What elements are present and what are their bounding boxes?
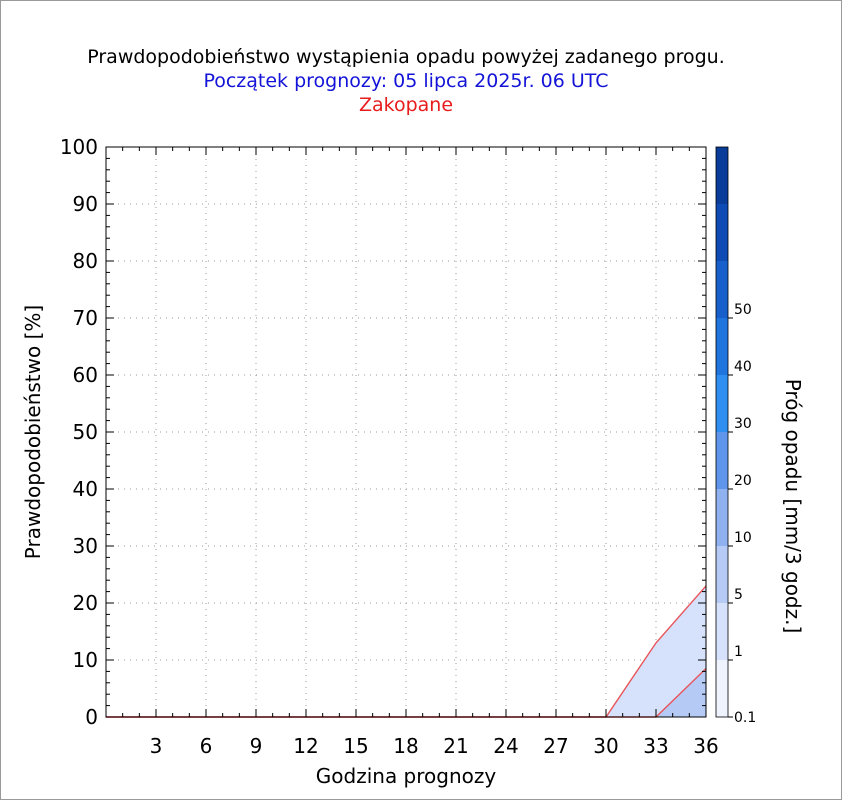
colorbar-level-label: 1	[734, 644, 743, 660]
chart-subtitle: Początek prognozy: 05 lipca 2025r. 06 UT…	[203, 70, 608, 92]
colorbar: 0.1 1 5 10 20 30 40 50	[715, 146, 756, 726]
colorbar-level-label: 0.1	[734, 710, 756, 726]
x-tick-label: 21	[443, 734, 468, 758]
x-tick-label: 12	[293, 734, 318, 758]
colorbar-level-label: 30	[734, 416, 752, 432]
colorbar-label: Próg opadu [mm/3 godz.]	[781, 379, 805, 634]
y-tick-label: 70	[73, 306, 98, 330]
y-tick-label: 20	[73, 591, 98, 615]
grid	[106, 147, 706, 717]
y-tick-label: 90	[73, 192, 98, 216]
y-tick-label: 30	[73, 534, 98, 558]
colorbar-level-label: 50	[734, 302, 752, 318]
colorbar-level-label: 40	[734, 359, 752, 375]
colorbar-segment	[716, 147, 728, 204]
colorbar-segment	[716, 546, 728, 603]
chart-location: Zakopane	[359, 94, 453, 116]
y-tick-label: 40	[73, 477, 98, 501]
colorbar-segment	[716, 375, 728, 432]
y-tick-label: 80	[73, 249, 98, 273]
x-tick-label: 18	[393, 734, 418, 758]
y-tick-label: 50	[73, 420, 98, 444]
x-axis-label: Godzina prognozy	[316, 764, 497, 788]
colorbar-segment	[716, 660, 728, 717]
x-tick-label: 9	[250, 734, 263, 758]
x-tick-label: 6	[200, 734, 213, 758]
colorbar-level-label: 10	[734, 530, 752, 546]
x-tick-label: 36	[693, 734, 718, 758]
x-tick-label: 3	[150, 734, 163, 758]
y-tick-label: 0	[85, 705, 98, 729]
series-area-0.1	[106, 585, 706, 717]
colorbar-segment	[716, 489, 728, 546]
x-tick-label: 27	[543, 734, 568, 758]
x-tick-label: 24	[493, 734, 518, 758]
y-tick-label: 60	[73, 363, 98, 387]
y-axis-label: Prawdopodobieństwo [%]	[21, 305, 45, 559]
x-tick-label: 30	[593, 734, 618, 758]
chart-title: Prawdopodobieństwo wystąpienia opadu pow…	[87, 46, 725, 68]
colorbar-segment	[716, 318, 728, 375]
colorbar-segment	[716, 261, 728, 318]
y-tick-label: 100	[60, 135, 98, 159]
colorbar-segment	[716, 432, 728, 489]
y-tick-label: 10	[73, 648, 98, 672]
colorbar-segment	[716, 603, 728, 660]
x-tick-label: 33	[643, 734, 668, 758]
colorbar-level-label: 5	[734, 587, 743, 603]
colorbar-level-label: 20	[734, 473, 752, 489]
x-tick-label: 15	[343, 734, 368, 758]
colorbar-segment	[716, 204, 728, 261]
